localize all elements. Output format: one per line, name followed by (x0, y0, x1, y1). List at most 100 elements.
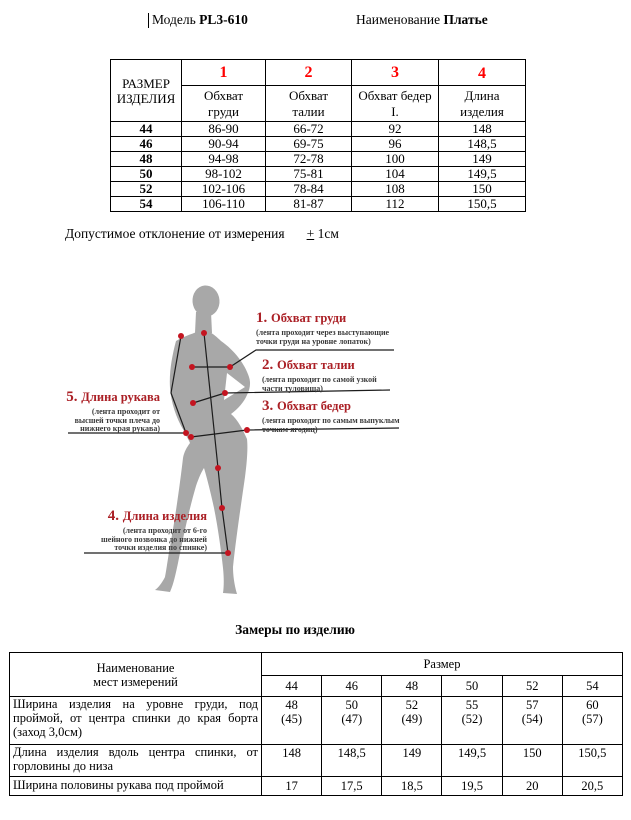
size-table-row: 50 98-102 75-81 104 149,5 (110, 166, 526, 182)
size-cell: 54 (110, 196, 182, 212)
annotation-description: (лента проходит от 6-го шейного позвонка … (101, 526, 207, 552)
measurement-cell: 104 (351, 166, 439, 182)
annotation-description: (лента проходит через выступающие точки г… (256, 328, 390, 346)
measures-size-header: Размер (261, 652, 623, 676)
measurement-cell: 75-81 (265, 166, 352, 182)
model-label: Модель (152, 12, 196, 27)
text-cursor (148, 13, 149, 28)
measures-table: Наименование мест измерений Размер 44 46 48… (9, 652, 623, 796)
size-table-col-number: 4 (438, 59, 526, 86)
size-table-corner-header: РАЗМЕР ИЗДЕЛИЯ (110, 59, 182, 122)
item-name-label: Наименование (356, 12, 441, 27)
measures-value-cell: 20,5 (561, 776, 623, 796)
measures-size-row: 44 46 48 50 52 54 (10, 675, 623, 697)
measurement-cell: 90-94 (181, 136, 266, 152)
annotation-description: (лента проходит от высшей точки плеча до н… (74, 407, 160, 433)
size-table-row: 54 106-110 81-87 112 150,5 (110, 196, 526, 212)
annotation-heading: 3. Обхват бедер (262, 398, 351, 414)
size-table-col-number: 3 (351, 59, 439, 86)
measures-value-cell: 18,5 (381, 776, 443, 796)
measurement-cell: 148,5 (438, 136, 526, 152)
measures-value-cell: 17 (260, 776, 323, 796)
measurement-cell: 94-98 (181, 151, 266, 167)
size-cell: 48 (110, 151, 182, 167)
measures-size-col: 44 (260, 675, 323, 697)
size-table-col-title: Обхват груди (181, 85, 266, 122)
annotation-a5: 5. Длина рукава (лента проходит от высшей … (40, 388, 160, 434)
annotation-heading: 1. Обхват груди (256, 310, 347, 326)
measurement-cell: 92 (351, 121, 439, 137)
size-table-row: 46 90-94 69-75 96 148,5 (110, 136, 526, 152)
size-cell: 50 (110, 166, 182, 182)
plus-minus-sign: + (306, 226, 315, 241)
item-name-value: Платье (443, 12, 488, 27)
measures-name-cell: Длина изделия вдоль центра спинки, от го… (9, 744, 262, 777)
annotation-description: (лента проходит по самой узкой части туло… (262, 375, 377, 393)
annotation-heading: 5. Длина рукава (66, 389, 160, 405)
measurement-cell: 112 (351, 196, 439, 212)
size-table-row: 48 94-98 72-78 100 149 (110, 151, 526, 167)
measures-row: Ширина половины рукава под проймой 17 17,5… (9, 776, 623, 796)
measurement-cell: 148 (438, 121, 526, 137)
item-name-line: Наименование Платье (356, 12, 488, 28)
measures-value-cell: 19,5 (441, 776, 503, 796)
measures-value-cell: 60 (57) (561, 696, 623, 745)
size-table-col-title: Обхват бедер I. (351, 85, 439, 122)
measurement-cell: 66-72 (265, 121, 352, 137)
model-line: Модель PL3-610 (152, 12, 248, 28)
measures-value-cell: 148 (260, 744, 323, 777)
measurement-cell: 98-102 (181, 166, 266, 182)
annotation-heading: 4. Длина изделия (107, 508, 207, 524)
measures-value-cell: 52 (49) (381, 696, 443, 745)
measures-size-col: 50 (441, 675, 503, 697)
measures-value-cell: 55 (52) (441, 696, 503, 745)
measures-size-col: 52 (501, 675, 563, 697)
measures-value-cell: 149,5 (441, 744, 503, 777)
measures-row: Длина изделия вдоль центра спинки, от го… (9, 744, 623, 777)
tolerance-label: Допустимое отклонение от измерения (65, 226, 285, 241)
sleeve-line (170, 335, 187, 434)
annotation-description: (лента проходит по самым выпуклым точкам … (262, 416, 400, 434)
size-table-col-title: Обхват талии (265, 85, 352, 122)
garment-length-line (203, 332, 229, 554)
measurement-cell: 149,5 (438, 166, 526, 182)
model-value: PL3-610 (199, 12, 248, 27)
size-cell: 44 (110, 121, 182, 137)
measures-section-title: Замеры по изделию (235, 622, 355, 637)
measurement-cell: 72-78 (265, 151, 352, 167)
measurement-cell: 150,5 (438, 196, 526, 212)
annotation-a1: 1. Обхват груди (лента проходит через выс… (256, 309, 389, 346)
measurement-cell: 102-106 (181, 181, 266, 197)
size-table-row: 44 86-90 66-72 92 148 (110, 121, 526, 137)
size-table-subheader-row: Обхват груди Обхват талии Обхват бедер I. Длин… (111, 85, 526, 122)
measurement-cell: 108 (351, 181, 439, 197)
measurement-cell: 86-90 (181, 121, 266, 137)
measures-name-cell: Ширина половины рукава под проймой (9, 776, 262, 796)
annotation-a3: 3. Обхват бедер (лента проходит по самым … (262, 397, 400, 434)
measurement-cell: 150 (438, 181, 526, 197)
measures-value-cell: 150,5 (561, 744, 623, 777)
size-cell: 52 (110, 181, 182, 197)
size-table-col-number: 2 (265, 59, 352, 86)
measures-row: Ширина изделия на уровне груди, под прой… (9, 696, 623, 745)
tolerance-note: Допустимое отклонение от измерения + 1см (65, 226, 339, 242)
size-cell: 46 (110, 136, 182, 152)
annotation-a2: 2. Обхват талии (лента проходит по самой … (262, 356, 377, 393)
measurement-cell: 100 (351, 151, 439, 167)
measurement-cell: 96 (351, 136, 439, 152)
measures-size-col: 48 (381, 675, 443, 697)
measures-size-col: 46 (321, 675, 383, 697)
measures-name-header: Наименование мест измерений (9, 652, 262, 697)
measures-value-cell: 148,5 (321, 744, 383, 777)
tolerance-value: 1см (317, 226, 339, 241)
measures-name-cell: Ширина изделия на уровне груди, под прой… (9, 696, 262, 745)
annotation-heading: 2. Обхват талии (262, 357, 355, 373)
size-table-col-title: Длина изделия (438, 85, 526, 122)
measurement-cell: 81-87 (265, 196, 352, 212)
measures-value-cell: 149 (381, 744, 443, 777)
measurement-cell: 149 (438, 151, 526, 167)
size-table-col-number: 1 (181, 59, 266, 86)
